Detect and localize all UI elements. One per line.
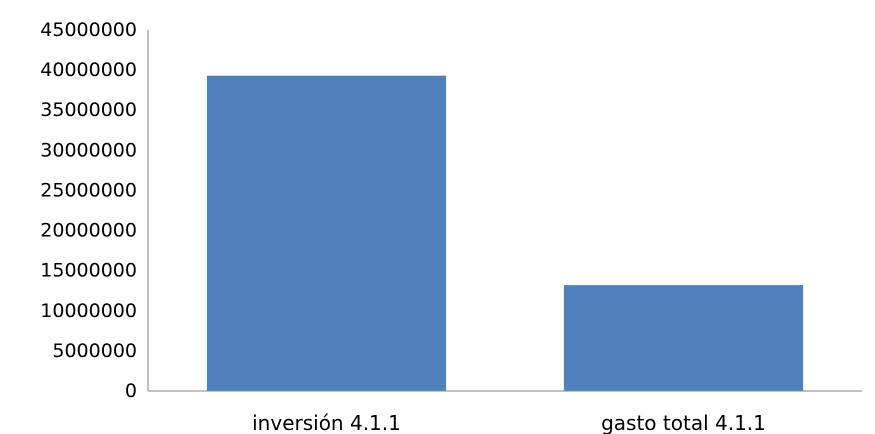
y-tick-label: 5000000 xyxy=(52,340,137,362)
x-category-label: gasto total 4.1.1 xyxy=(601,411,766,434)
bar xyxy=(563,285,804,391)
y-tick-label: 35000000 xyxy=(40,99,137,121)
y-tick-label: 40000000 xyxy=(40,59,137,81)
x-category-label: inversión 4.1.1 xyxy=(252,411,401,434)
y-axis-ticks: 0 5000000 10000000 15000000 20000000 25000000… xyxy=(40,19,137,402)
y-tick-label: 15000000 xyxy=(40,260,137,282)
y-tick-label: 25000000 xyxy=(40,179,137,201)
y-tick-label: 0 xyxy=(125,380,137,402)
y-tick-label: 10000000 xyxy=(40,300,137,322)
y-tick-label: 30000000 xyxy=(40,139,137,161)
y-tick-label: 20000000 xyxy=(40,220,137,242)
x-axis-labels: inversión 4.1.1 gasto total 4.1.1 xyxy=(252,411,766,434)
bars-group xyxy=(206,75,804,391)
y-tick-label: 45000000 xyxy=(40,19,137,41)
bar xyxy=(206,75,447,391)
axes-group xyxy=(147,30,862,392)
